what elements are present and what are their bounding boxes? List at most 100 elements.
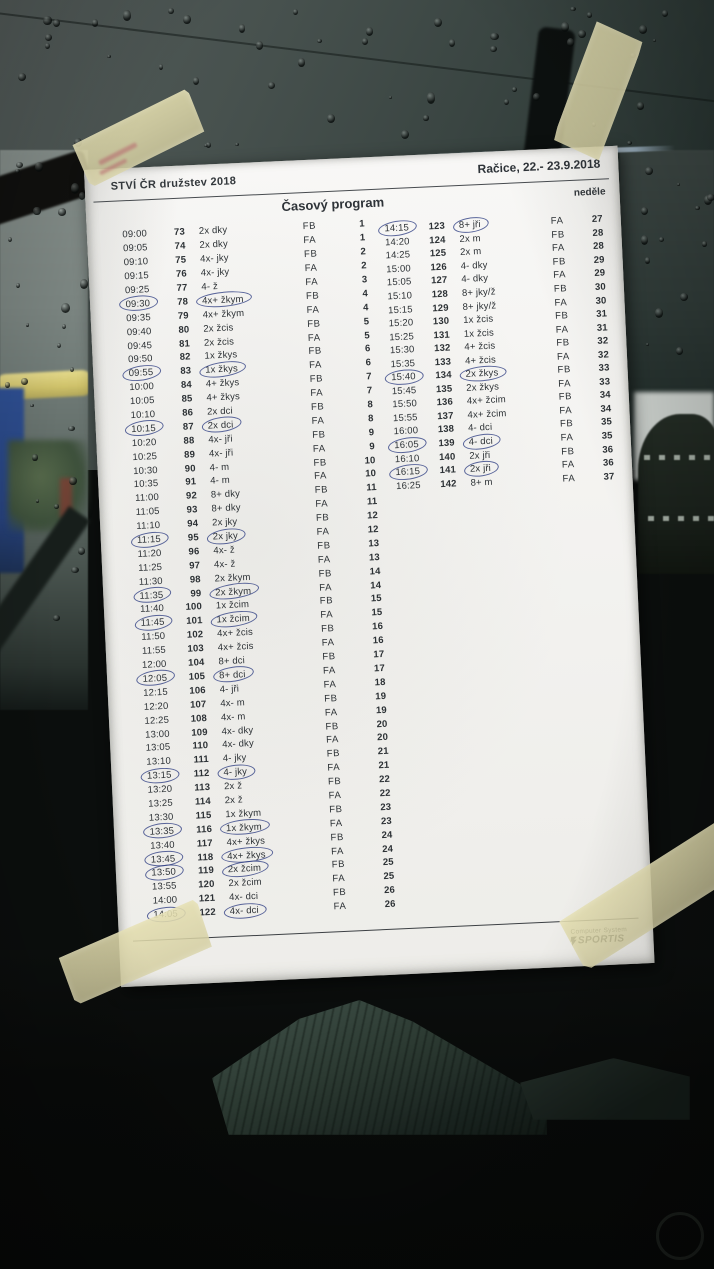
cell-cls: FA: [307, 332, 321, 344]
dark-car-reflection: [638, 414, 714, 574]
cell-race: 20: [376, 732, 389, 744]
cell-time: 09:00: [122, 228, 148, 241]
cell-cls: FB: [313, 456, 328, 469]
location-date: Račice, 22.- 23.9.2018: [477, 156, 601, 177]
raindrop: [70, 367, 75, 373]
cell-no: 104: [187, 657, 205, 669]
raindrop: [317, 39, 322, 44]
cell-no: 87: [182, 421, 195, 433]
cell-time: 12:15: [143, 686, 169, 699]
cell-time: 10:00: [129, 381, 155, 394]
cell-no: 131: [433, 329, 451, 341]
cell-cls: FA: [333, 900, 347, 913]
cell-race: 16: [371, 621, 384, 633]
cell-time: 13:00: [144, 728, 170, 741]
cell-race: 31: [595, 308, 608, 321]
raindrop: [448, 39, 455, 48]
cell-no: 101: [186, 615, 203, 628]
cell-time: 14:25: [385, 249, 411, 262]
cell-race: 14: [370, 579, 382, 592]
raindrop: [43, 16, 52, 25]
cell-no: 85: [181, 393, 193, 405]
raindrop: [107, 55, 111, 58]
cell-no: 92: [185, 490, 198, 503]
cell-race: 25: [383, 870, 395, 883]
cell-no: 82: [179, 351, 191, 364]
cell-race: 16: [372, 635, 384, 647]
raindrop: [326, 113, 335, 124]
cell-time: 16:05: [394, 439, 420, 452]
cell-time: 10:20: [131, 436, 157, 449]
raindrop: [661, 10, 669, 17]
raindrop: [77, 547, 85, 555]
cell-race: 27: [591, 213, 604, 226]
cell-cls: FB: [559, 418, 574, 431]
raindrop: [570, 7, 576, 12]
cell-no: 96: [188, 546, 200, 558]
cell-cls: FA: [308, 359, 323, 372]
cell-no: 89: [183, 448, 196, 461]
cell-race: 9: [368, 426, 375, 439]
cell-cls: FB: [557, 364, 572, 376]
cell-no: 115: [195, 809, 212, 822]
cell-time: 15:55: [392, 412, 418, 425]
cell-no: 135: [435, 383, 453, 396]
cell-race: 7: [366, 385, 373, 397]
cell-race: 36: [602, 443, 614, 456]
cell-no: 76: [175, 268, 188, 281]
cell-time: 16:25: [395, 479, 421, 492]
cell-race: 15: [371, 607, 383, 619]
cell-no: 78: [176, 296, 189, 308]
cell-no: 119: [197, 865, 215, 877]
cell-race: 28: [592, 227, 604, 239]
cell-cls: FB: [554, 310, 569, 322]
raindrop: [627, 140, 632, 145]
cell-no: 84: [180, 379, 193, 392]
cell-time: 15:45: [391, 384, 417, 398]
raindrop: [267, 81, 276, 90]
raindrop: [639, 25, 648, 34]
cell-cls: FA: [551, 242, 566, 255]
cell-race: 24: [381, 829, 393, 841]
raindrop: [677, 182, 681, 186]
raindrop: [637, 102, 644, 110]
cell-cls: FA: [324, 706, 338, 719]
cell-time: 11:45: [140, 617, 165, 630]
cell-time: 13:05: [145, 742, 171, 755]
right-glass-shade: [620, 150, 714, 400]
cell-race: 21: [378, 759, 390, 772]
raindrop: [234, 142, 240, 147]
raindrop: [578, 29, 586, 38]
cell-cls: FB: [314, 484, 329, 497]
raindrop: [640, 234, 649, 245]
cell-race: 26: [384, 898, 396, 911]
cell-race: 37: [603, 470, 615, 483]
cell-time: 15:50: [392, 398, 418, 411]
cell-no: 124: [429, 234, 446, 247]
raindrop: [21, 377, 28, 385]
cell-cls: FB: [553, 283, 568, 295]
raindrop: [69, 477, 77, 486]
cell-race: 6: [365, 357, 372, 369]
raindrop: [57, 208, 67, 216]
cell-race: 25: [382, 857, 394, 869]
cell-no: 102: [186, 629, 204, 642]
cell-no: 77: [176, 282, 188, 294]
cell-race: 9: [369, 440, 376, 453]
cell-time: 11:20: [137, 547, 162, 560]
cell-cls: FA: [554, 296, 568, 309]
day-label: neděle: [573, 186, 606, 199]
cell-race: 35: [601, 430, 613, 442]
raindrop: [511, 86, 517, 93]
cell-no: 88: [183, 435, 195, 447]
cell-cls: FA: [557, 377, 572, 390]
cell-time: 10:25: [132, 450, 158, 463]
cell-race: 21: [377, 746, 389, 758]
cell-race: 22: [379, 787, 391, 800]
cell-time: 13:20: [147, 783, 173, 796]
raindrop: [57, 343, 62, 349]
cell-no: 80: [178, 324, 190, 336]
cell-no: 137: [436, 410, 454, 423]
raindrop: [490, 45, 498, 53]
raindrop: [44, 33, 53, 41]
